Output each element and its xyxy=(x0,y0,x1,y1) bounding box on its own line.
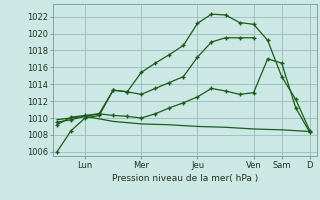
X-axis label: Pression niveau de la mer( hPa ): Pression niveau de la mer( hPa ) xyxy=(112,174,258,183)
